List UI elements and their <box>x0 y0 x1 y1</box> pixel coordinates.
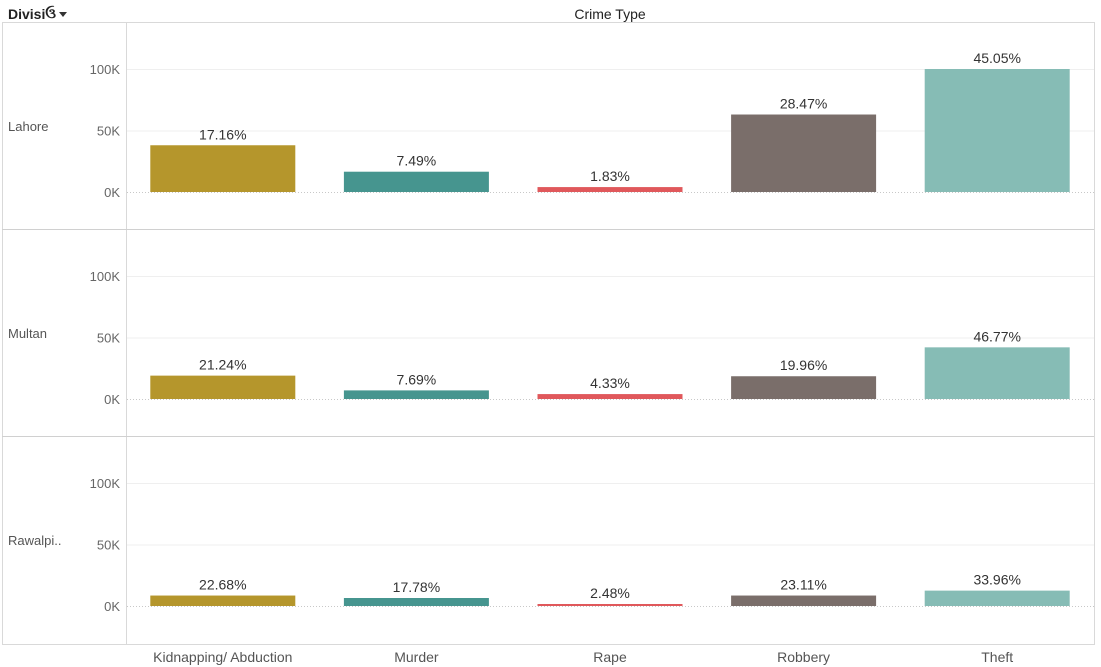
bar-multan-murder <box>343 390 489 399</box>
division-header[interactable]: Divisi ઉ <box>8 5 67 22</box>
chart-frame <box>2 22 1095 645</box>
bar-label-lahore-robbery: 28.47% <box>780 96 827 112</box>
division-header-label: Divisi <box>8 5 46 22</box>
bar-rawalpindi-kidnapping-abduction <box>150 595 296 606</box>
bar-rawalpindi-robbery <box>731 595 877 606</box>
dropdown-arrow-icon[interactable] <box>58 12 67 17</box>
row-label-lahore: Lahore <box>8 119 48 134</box>
bar-label-lahore-kidnapping-abduction: 17.16% <box>199 126 246 142</box>
y-tick-label-rawalpindi-2: 100K <box>90 476 121 491</box>
bar-multan-rape <box>537 394 683 399</box>
bar-rawalpindi-murder <box>343 598 489 606</box>
bar-lahore-theft <box>924 69 1070 192</box>
row-label-multan: Multan <box>8 326 47 341</box>
bar-multan-kidnapping-abduction <box>150 375 296 399</box>
bar-rawalpindi-rape <box>537 604 683 606</box>
bar-label-lahore-murder: 7.49% <box>397 153 437 169</box>
bar-label-lahore-theft: 45.05% <box>973 50 1020 66</box>
row-label-rawalpindi: Rawalpi.. <box>8 533 61 548</box>
bar-label-multan-robbery: 19.96% <box>780 357 827 373</box>
bar-multan-robbery <box>731 376 877 399</box>
bar-label-multan-rape: 4.33% <box>590 375 630 391</box>
y-tick-label-rawalpindi-1: 50K <box>97 538 120 553</box>
bar-label-multan-kidnapping-abduction: 21.24% <box>199 357 246 373</box>
bar-label-rawalpindi-robbery: 23.11% <box>780 577 826 593</box>
x-category-label-theft: Theft <box>981 649 1013 665</box>
bar-multan-theft <box>924 347 1070 399</box>
y-tick-label-rawalpindi-0: 0K <box>104 599 120 614</box>
bar-lahore-murder <box>343 171 489 192</box>
division-header-glyph: ઉ <box>45 5 56 21</box>
bar-lahore-rape <box>537 187 683 192</box>
x-category-label-murder: Murder <box>394 649 439 665</box>
x-category-label-robbery: Robbery <box>777 649 830 665</box>
bar-label-rawalpindi-theft: 33.96% <box>973 572 1020 588</box>
y-tick-label-lahore-1: 50K <box>97 124 120 139</box>
bar-label-multan-theft: 46.77% <box>973 328 1020 344</box>
bar-lahore-kidnapping-abduction <box>150 145 296 192</box>
bar-label-rawalpindi-rape: 2.48% <box>590 585 630 601</box>
bar-label-multan-murder: 7.69% <box>397 371 437 387</box>
x-category-label-rape: Rape <box>593 649 627 665</box>
x-category-label-kidnapping-abduction: Kidnapping/ Abduction <box>153 649 292 665</box>
bar-label-lahore-rape: 1.83% <box>590 168 630 184</box>
y-tick-label-multan-1: 50K <box>97 331 120 346</box>
bar-lahore-robbery <box>731 114 877 192</box>
y-tick-label-lahore-2: 100K <box>90 62 121 77</box>
bar-label-rawalpindi-murder: 17.78% <box>393 579 440 595</box>
bar-label-rawalpindi-kidnapping-abduction: 22.68% <box>199 577 246 593</box>
y-tick-label-multan-2: 100K <box>90 269 121 284</box>
bar-rawalpindi-theft <box>924 590 1070 606</box>
y-tick-label-lahore-0: 0K <box>104 185 120 200</box>
y-tick-label-multan-0: 0K <box>104 392 120 407</box>
crime-type-title: Crime Type <box>574 6 646 22</box>
